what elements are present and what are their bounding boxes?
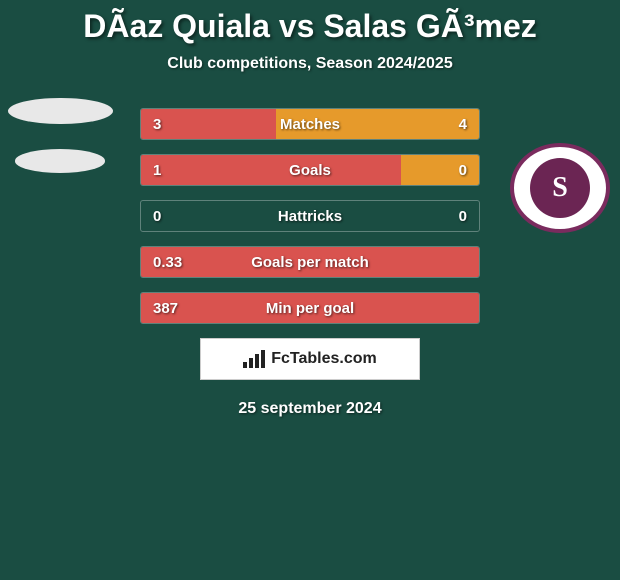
- stat-value-left: 1: [153, 162, 161, 179]
- stat-row: 0 0 Hattricks: [140, 200, 480, 232]
- stat-label: Hattricks: [278, 208, 342, 225]
- stat-value-left: 0: [153, 208, 161, 225]
- bar-chart-icon: [243, 350, 265, 368]
- page-title: DÃ­az Quiala vs Salas GÃ³mez: [0, 0, 620, 45]
- right-team-badge: S: [510, 143, 610, 243]
- stat-row: 387 Min per goal: [140, 292, 480, 324]
- stat-row: 0.33 Goals per match: [140, 246, 480, 278]
- stat-value-left: 3: [153, 116, 161, 133]
- team-crest-icon: S: [510, 143, 610, 233]
- brand-box[interactable]: FcTables.com: [200, 338, 420, 380]
- stat-row: 3 4 Matches: [140, 108, 480, 140]
- page-subtitle: Club competitions, Season 2024/2025: [0, 55, 620, 73]
- stat-value-right: 0: [459, 208, 467, 225]
- stat-value-left: 0.33: [153, 254, 182, 271]
- stat-bar-left: [141, 155, 401, 185]
- ellipse-icon: [8, 98, 113, 124]
- stat-label: Matches: [280, 116, 340, 133]
- stat-value-right: 4: [459, 116, 467, 133]
- footer-date: 25 september 2024: [0, 400, 620, 418]
- stat-value-left: 387: [153, 300, 178, 317]
- stat-row: 1 0 Goals: [140, 154, 480, 186]
- left-team-badge: [10, 98, 110, 198]
- stats-container: S 3 4 Matches 1 0 Goals 0 0 Hattricks 0.33 Goals p…: [0, 108, 620, 324]
- stat-bar-right: [401, 155, 479, 185]
- stat-label: Min per goal: [266, 300, 354, 317]
- stat-value-right: 0: [459, 162, 467, 179]
- stat-label: Goals per match: [251, 254, 369, 271]
- brand-text: FcTables.com: [271, 350, 377, 368]
- ellipse-icon: [15, 149, 105, 173]
- stat-label: Goals: [289, 162, 331, 179]
- crest-letter: S: [530, 158, 590, 218]
